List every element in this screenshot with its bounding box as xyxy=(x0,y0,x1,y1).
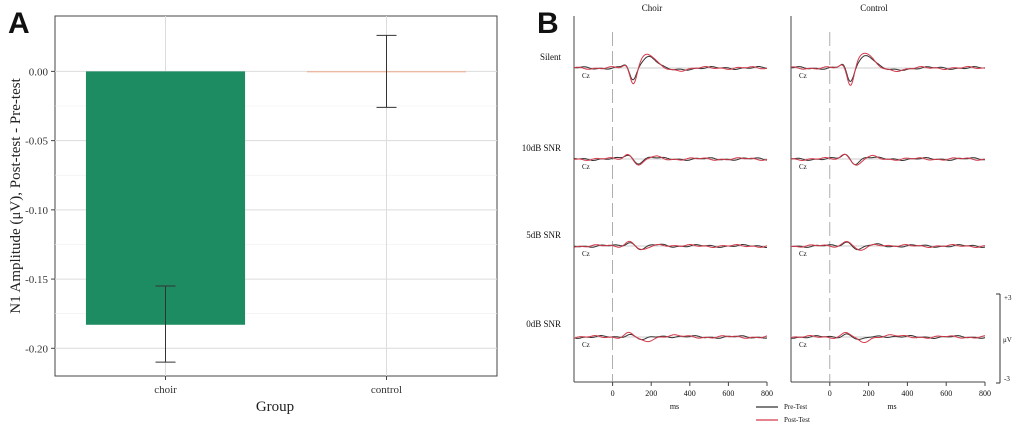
panel-a-letter: A xyxy=(8,7,30,40)
erp-trace-post-test xyxy=(790,52,985,86)
electrode-label: Cz xyxy=(582,250,590,258)
erp-trace-pre-test xyxy=(790,241,986,251)
panel-b-legend: Pre-Test Post-Test xyxy=(756,403,810,424)
legend-post-test-label: Post-Test xyxy=(784,416,810,424)
erp-x-tick-label: 200 xyxy=(645,389,657,398)
erp-trace-post-test xyxy=(790,240,986,251)
erp-trace-post-test xyxy=(573,331,768,343)
erp-subplot-choir: 0 200 400 600 800 ms Cz Cz Cz Cz xyxy=(573,16,773,411)
panel-b-scale-bar: +3 μV -3 xyxy=(996,293,1012,384)
panel-b-subplots: 0 200 400 600 800 ms Cz Cz Cz Cz 0 200 400 600 800 ms Cz… xyxy=(573,16,991,411)
y-tick-label: -0.05 xyxy=(25,136,48,148)
panel-a-x-title: Group xyxy=(256,399,294,415)
erp-x-tick-label: 400 xyxy=(684,389,696,398)
panel-b-col-title-control: Control xyxy=(860,3,888,13)
y-tick-label: -0.20 xyxy=(25,343,48,355)
erp-x-title: ms xyxy=(670,402,679,411)
erp-subplot-control: 0 200 400 600 800 ms Cz Cz Cz Cz xyxy=(790,16,991,411)
panel-a-y-ticks: 0.00 -0.05 -0.10 -0.15 -0.20 xyxy=(25,66,55,355)
panel-b-col-title-choir: Choir xyxy=(642,3,663,13)
row-label: Silent xyxy=(540,52,562,62)
row-label: 10dB SNR xyxy=(522,143,561,153)
electrode-label: Cz xyxy=(582,341,590,349)
bar-choir xyxy=(85,71,246,325)
erp-trace-post-test xyxy=(574,153,768,166)
panel-a-x-ticks: choir control xyxy=(154,376,402,396)
electrode-label: Cz xyxy=(799,250,807,258)
erp-trace-post-test xyxy=(790,153,985,166)
electrode-label: Cz xyxy=(799,72,807,80)
erp-trace-post-test xyxy=(573,53,768,85)
scale-bar-bottom-label: -3 xyxy=(1004,375,1010,383)
erp-x-tick-label: 0 xyxy=(611,389,615,398)
erp-x-tick-label: 600 xyxy=(722,389,734,398)
electrode-label: Cz xyxy=(582,163,590,171)
scale-bar-unit: μV xyxy=(1003,336,1012,344)
electrode-label: Cz xyxy=(799,163,807,171)
erp-x-tick-label: 600 xyxy=(940,389,952,398)
row-label: 0dB SNR xyxy=(526,319,561,329)
x-tick-label-control: control xyxy=(371,384,402,396)
erp-trace-post-test xyxy=(790,332,985,343)
panel-a-y-title: N1 Amplitude (μV), Post-test - Pre-test xyxy=(8,77,24,313)
y-tick-label: -0.15 xyxy=(25,274,48,286)
erp-x-tick-label: 200 xyxy=(863,389,875,398)
erp-x-tick-label: 800 xyxy=(761,389,773,398)
panel-b-letter: B xyxy=(537,7,559,40)
erp-x-tick-label: 0 xyxy=(828,389,832,398)
legend-pre-test-label: Pre-Test xyxy=(784,403,807,411)
panel-a-bars xyxy=(85,34,467,363)
erp-trace-post-test xyxy=(573,240,768,250)
erp-x-tick-label: 800 xyxy=(979,389,991,398)
erp-x-title: ms xyxy=(887,402,896,411)
y-tick-label: -0.10 xyxy=(25,205,48,217)
row-label: 5dB SNR xyxy=(526,230,561,240)
scale-bar-top-label: +3 xyxy=(1004,294,1012,302)
erp-x-tick-label: 400 xyxy=(901,389,913,398)
electrode-label: Cz xyxy=(799,341,807,349)
panel-b-row-labels: Silent 10dB SNR 5dB SNR 0dB SNR xyxy=(522,52,562,329)
y-tick-label: 0.00 xyxy=(29,66,49,78)
electrode-label: Cz xyxy=(582,72,590,80)
x-tick-label-choir: choir xyxy=(154,384,177,396)
